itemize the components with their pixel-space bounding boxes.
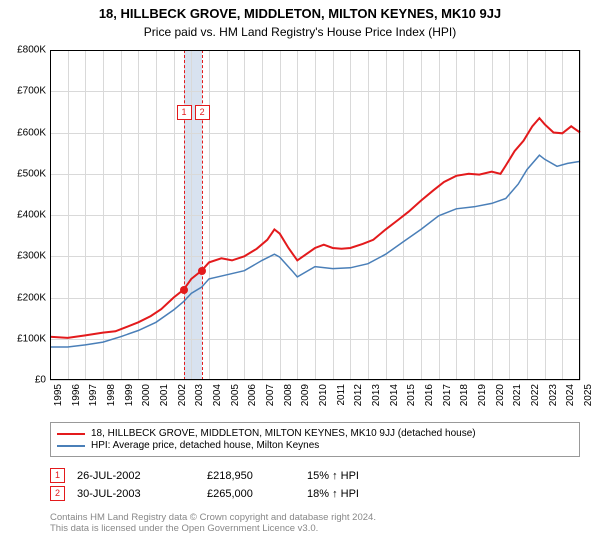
x-tick-label: 2005 xyxy=(230,384,241,406)
footer-line-2: This data is licensed under the Open Gov… xyxy=(50,523,580,534)
x-tick-label: 2014 xyxy=(389,384,400,406)
x-tick-label: 2017 xyxy=(442,384,453,406)
x-tick-label: 2012 xyxy=(353,384,364,406)
x-tick-label: 2007 xyxy=(265,384,276,406)
chart-subtitle: Price paid vs. HM Land Registry's House … xyxy=(0,25,600,39)
gridline-v xyxy=(580,50,581,380)
legend-item: 18, HILLBECK GROVE, MIDDLETON, MILTON KE… xyxy=(57,428,573,439)
sale-row: 2 30-JUL-2003£265,00018% ↑ HPI xyxy=(50,486,580,501)
x-tick-label: 1999 xyxy=(124,384,135,406)
footer-line-1: Contains HM Land Registry data © Crown c… xyxy=(50,512,580,523)
sale-date: 30-JUL-2003 xyxy=(77,488,207,500)
x-tick-label: 2008 xyxy=(283,384,294,406)
series-hpi xyxy=(50,155,580,347)
x-tick-label: 2024 xyxy=(565,384,576,406)
x-tick-label: 2000 xyxy=(141,384,152,406)
x-tick-label: 2001 xyxy=(159,384,170,406)
x-tick-label: 2023 xyxy=(548,384,559,406)
y-tick-label: £300K xyxy=(0,251,46,262)
x-tick-label: 2013 xyxy=(371,384,382,406)
sale-date: 26-JUL-2002 xyxy=(77,470,207,482)
legend-item: HPI: Average price, detached house, Milt… xyxy=(57,440,573,451)
chart-container: 18, HILLBECK GROVE, MIDDLETON, MILTON KE… xyxy=(0,0,600,560)
x-tick-label: 2011 xyxy=(336,384,347,406)
legend-label: 18, HILLBECK GROVE, MIDDLETON, MILTON KE… xyxy=(91,428,476,439)
plot-area: 12 xyxy=(50,50,580,380)
sale-number-box: 1 xyxy=(50,468,65,483)
legend-label: HPI: Average price, detached house, Milt… xyxy=(91,440,319,451)
x-tick-label: 2022 xyxy=(530,384,541,406)
chart-lines xyxy=(50,50,580,380)
y-tick-label: £100K xyxy=(0,333,46,344)
sale-hpi: 18% ↑ HPI xyxy=(307,488,407,500)
sale-number-box: 2 xyxy=(50,486,65,501)
x-tick-label: 1996 xyxy=(71,384,82,406)
x-tick-label: 1995 xyxy=(53,384,64,406)
legend: 18, HILLBECK GROVE, MIDDLETON, MILTON KE… xyxy=(50,422,580,457)
x-tick-label: 1997 xyxy=(88,384,99,406)
legend-swatch xyxy=(57,445,85,447)
gridline-h xyxy=(50,380,580,381)
sales-list: 1 26-JUL-2002£218,95015% ↑ HPI 2 30-JUL-200… xyxy=(50,465,580,504)
x-tick-label: 2018 xyxy=(459,384,470,406)
y-tick-label: £700K xyxy=(0,86,46,97)
title-block: 18, HILLBECK GROVE, MIDDLETON, MILTON KE… xyxy=(0,0,600,39)
sale-row: 1 26-JUL-2002£218,95015% ↑ HPI xyxy=(50,468,580,483)
x-tick-label: 2025 xyxy=(583,384,594,406)
sale-price: £218,950 xyxy=(207,470,307,482)
y-tick-label: £600K xyxy=(0,127,46,138)
footer: Contains HM Land Registry data © Crown c… xyxy=(50,512,580,534)
y-tick-label: £200K xyxy=(0,292,46,303)
x-tick-label: 2019 xyxy=(477,384,488,406)
y-tick-label: £400K xyxy=(0,210,46,221)
series-property xyxy=(50,118,580,338)
x-tick-label: 2020 xyxy=(495,384,506,406)
x-tick-label: 2003 xyxy=(194,384,205,406)
x-tick-label: 2016 xyxy=(424,384,435,406)
x-tick-label: 2009 xyxy=(300,384,311,406)
x-tick-label: 2021 xyxy=(512,384,523,406)
x-tick-label: 2010 xyxy=(318,384,329,406)
chart-title: 18, HILLBECK GROVE, MIDDLETON, MILTON KE… xyxy=(0,6,600,21)
x-tick-label: 2002 xyxy=(177,384,188,406)
sale-price: £265,000 xyxy=(207,488,307,500)
x-tick-label: 2015 xyxy=(406,384,417,406)
x-tick-label: 1998 xyxy=(106,384,117,406)
sale-hpi: 15% ↑ HPI xyxy=(307,470,407,482)
x-tick-label: 2004 xyxy=(212,384,223,406)
x-tick-label: 2006 xyxy=(247,384,258,406)
y-tick-label: £0 xyxy=(0,375,46,386)
y-tick-label: £500K xyxy=(0,168,46,179)
legend-swatch xyxy=(57,433,85,435)
y-tick-label: £800K xyxy=(0,45,46,56)
